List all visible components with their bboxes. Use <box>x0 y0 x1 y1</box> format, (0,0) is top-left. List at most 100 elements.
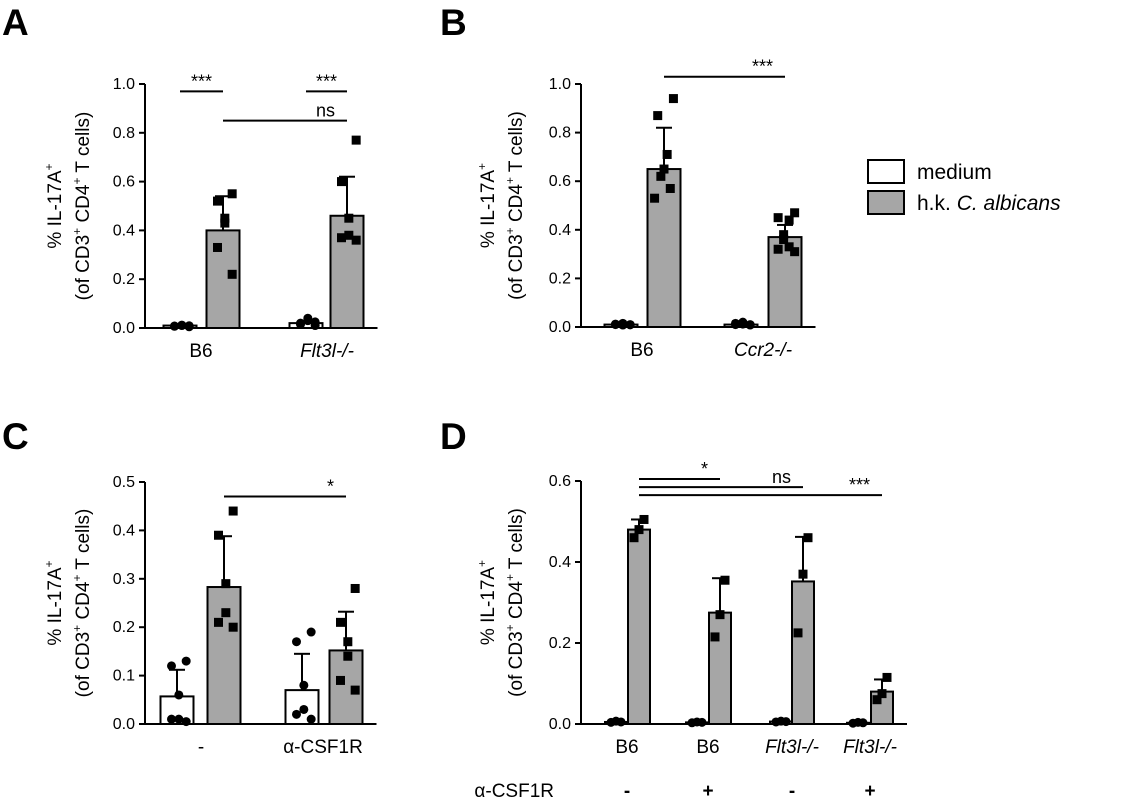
y-tick-label-a: 0.0 <box>113 320 135 337</box>
data-point-d <box>606 717 616 727</box>
data-point-d <box>771 717 781 727</box>
data-point-c <box>306 627 316 637</box>
data-point-c <box>174 714 184 724</box>
x-category-label-b: B6 <box>630 340 653 361</box>
y-axis-label-line1-d: % IL-17A+ <box>475 560 499 645</box>
significance-label-a: *** <box>191 71 212 91</box>
data-point-d <box>720 575 730 585</box>
y-tick-label-a: 0.6 <box>113 174 135 191</box>
x-sub-label-d: - <box>789 781 795 800</box>
data-point-a <box>344 230 354 240</box>
panel-letter-c: C <box>2 416 29 457</box>
y-tick-label-c: 0.1 <box>113 668 135 685</box>
bar-d-0-treated <box>627 528 651 725</box>
significance-label-c: * <box>327 477 334 497</box>
panel-b: B 0.0 0.2 0.4 0.6 0.8 1.0 % IL-17A+(of CD3+ CD4… <box>440 2 816 361</box>
data-point-b <box>731 320 740 330</box>
bar-b-0-treated <box>646 168 682 328</box>
y-axis-label-line2-b: (of CD3+ CD4+ T cells) <box>503 111 527 300</box>
data-point-c <box>343 637 353 647</box>
data-point-c <box>181 656 191 666</box>
y-axis-label-line2-d: (of CD3+ CD4+ T cells) <box>503 508 527 697</box>
data-point-d <box>803 533 813 543</box>
significance-label-a: *** <box>316 71 337 91</box>
y-tick-label-a: 0.8 <box>113 125 135 142</box>
data-point-a <box>213 196 222 206</box>
data-point-a <box>351 235 361 245</box>
row-label-d: α-CSF1R <box>474 781 554 800</box>
x-category-label-c: - <box>198 737 204 758</box>
x-category-label-d: B6 <box>696 737 719 758</box>
y-tick-label-d: 0.0 <box>549 716 571 733</box>
data-point-b <box>665 183 675 193</box>
y-tick-label-a: 0.2 <box>113 271 135 288</box>
x-category-label-c: α-CSF1R <box>283 737 363 758</box>
data-point-a <box>220 213 230 223</box>
data-point-b <box>653 111 663 121</box>
y-tick-label-c: 0.2 <box>113 619 135 636</box>
data-point-c <box>299 704 309 714</box>
x-category-label-d: B6 <box>615 737 638 758</box>
significance-label-d: *** <box>849 475 870 495</box>
bar-d-2-treated <box>791 580 815 725</box>
data-point-a <box>220 218 230 228</box>
legend-label-medium: medium <box>917 161 992 184</box>
data-point-c <box>221 608 231 618</box>
data-point-c <box>221 579 231 589</box>
data-point-a <box>170 321 179 331</box>
data-point-b <box>668 94 678 104</box>
y-tick-label-b: 0.6 <box>549 173 571 190</box>
legend-swatch-treated <box>867 190 905 215</box>
data-point-c <box>292 709 301 719</box>
y-axis-label-a: % IL-17A+(of CD3+ CD4+ T cells) <box>42 112 94 301</box>
y-axis-label-d: % IL-17A+(of CD3+ CD4+ T cells) <box>475 508 527 697</box>
data-point-b <box>738 317 748 327</box>
y-axis-label-line1-b: % IL-17A+ <box>475 163 499 248</box>
bar-c-0-treated <box>206 586 242 726</box>
significance-label-d: ns <box>772 467 791 487</box>
y-tick-label-a: 1.0 <box>113 76 135 93</box>
data-point-c <box>343 651 353 661</box>
data-point-b <box>662 149 672 159</box>
x-sub-label-d: + <box>864 781 875 800</box>
panel-a: A 0.0 0.2 0.4 0.6 0.8 1.0 % IL-17A+(of CD3+ CD4… <box>2 2 378 362</box>
y-tick-label-c: 0.0 <box>113 716 135 733</box>
data-point-a <box>337 177 346 187</box>
data-point-b <box>779 235 789 245</box>
y-tick-label-d: 0.2 <box>549 635 571 652</box>
data-point-b <box>625 320 635 330</box>
y-axis-label-line2-a: (of CD3+ CD4+ T cells) <box>70 112 94 301</box>
y-tick-label-d: 0.4 <box>549 554 571 571</box>
data-point-a <box>351 135 361 145</box>
data-point-d <box>629 533 639 543</box>
significance-label-a: ns <box>316 101 335 121</box>
data-point-a <box>177 320 187 330</box>
data-point-a <box>296 319 305 329</box>
data-point-c <box>167 714 176 724</box>
x-category-label-d: Flt3l-/- <box>765 737 819 758</box>
data-point-c <box>292 637 301 647</box>
data-point-c <box>181 717 191 727</box>
data-point-b <box>618 318 628 328</box>
significance-label-d: * <box>701 459 708 479</box>
y-axis-label-c: % IL-17A+(of CD3+ CD4+ T cells) <box>42 509 94 698</box>
data-point-c <box>350 685 360 695</box>
data-point-a <box>213 242 222 252</box>
bar-a-0-treated <box>205 229 241 329</box>
panel-d: D 0.0 0.2 0.4 0.6 % IL-17A+(of CD3+ CD4+ T ce… <box>440 416 907 800</box>
data-point-b <box>779 230 789 240</box>
panel-c: C 0.0 0.1 0.2 0.3 0.4 0.5 % IL-17A+(of CD3+ CD4… <box>2 416 377 758</box>
data-point-c <box>174 690 184 700</box>
data-point-b <box>784 215 794 225</box>
data-point-d <box>882 672 892 682</box>
data-point-b <box>790 208 800 218</box>
y-axis-label-line2-c: (of CD3+ CD4+ T cells) <box>70 509 94 698</box>
data-point-c <box>306 714 316 724</box>
data-point-b <box>773 244 783 254</box>
data-point-d <box>715 610 725 620</box>
data-point-d <box>793 628 803 638</box>
y-tick-label-c: 0.3 <box>113 571 135 588</box>
data-point-c <box>350 583 360 593</box>
x-sub-label-d: + <box>702 781 713 800</box>
x-category-label-a: B6 <box>189 341 212 362</box>
